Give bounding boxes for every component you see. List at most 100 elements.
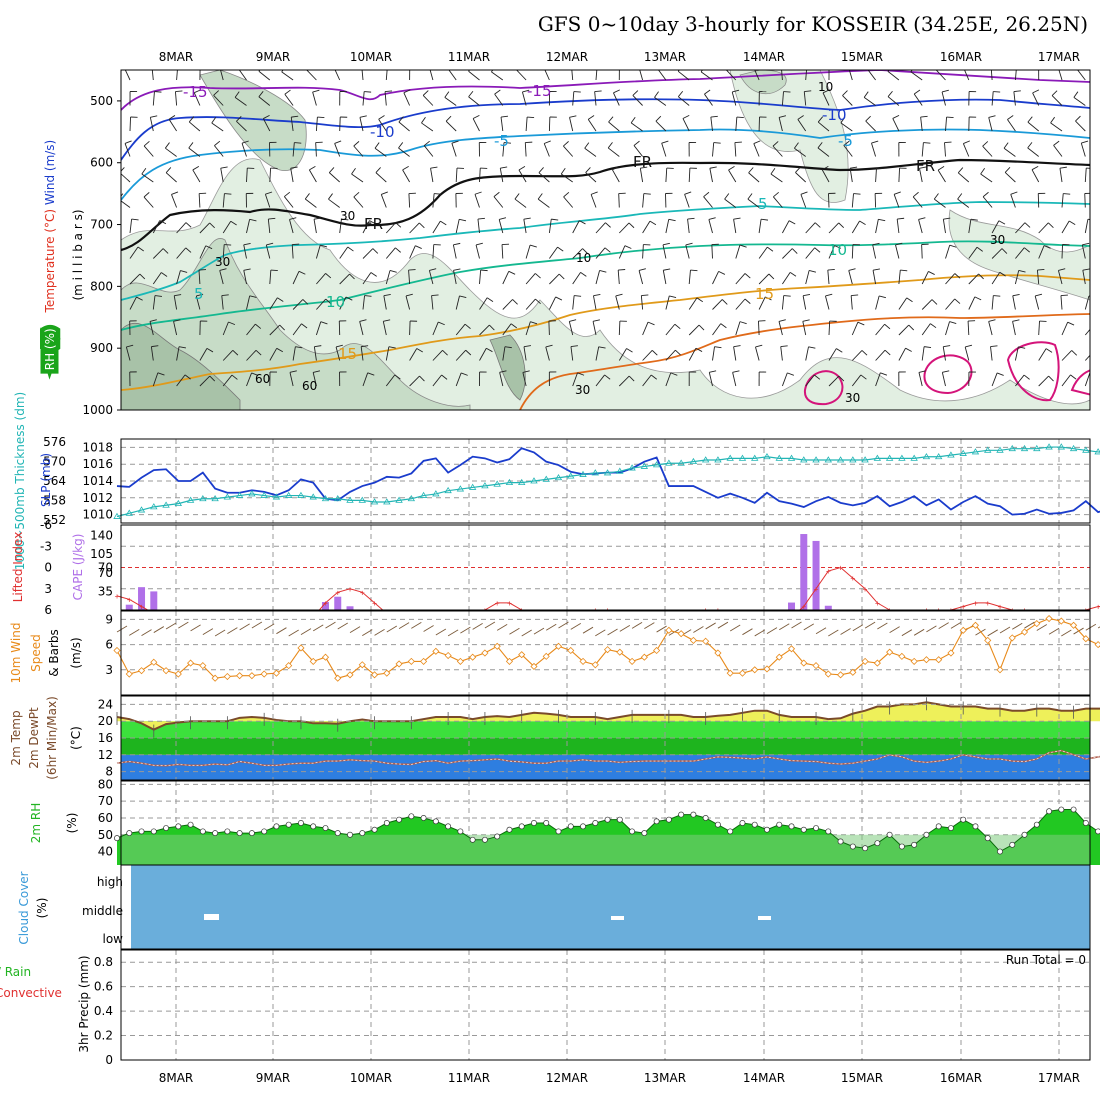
wind-tick: 3 (105, 663, 113, 677)
wind-barb (851, 321, 859, 336)
wind-barb (152, 295, 156, 310)
wind10-barb (877, 622, 888, 630)
rh-point (531, 820, 537, 826)
rh-point (273, 823, 280, 830)
wind-barb (491, 71, 504, 81)
li-point: + (801, 602, 806, 611)
wind-barb-flag (851, 294, 859, 296)
wind-barb-flag (279, 324, 285, 331)
thickness-point (701, 456, 710, 463)
wind10-barb (631, 621, 643, 629)
rh-point (849, 843, 856, 850)
li-tick: -3 (40, 539, 52, 553)
cape-bar (788, 602, 796, 610)
wind-barb (124, 70, 131, 81)
wind-speed-point (150, 658, 158, 666)
wind-barb (875, 219, 879, 234)
wind-barb-flag (1017, 66, 1024, 67)
wind-barb-flag (842, 90, 848, 96)
wind-barb (850, 295, 853, 310)
wind-barb (222, 244, 225, 259)
wind-barb-flag (281, 70, 284, 73)
temp-tick: 20 (98, 714, 113, 728)
wind-barb (1038, 320, 1040, 336)
wind-barb (383, 295, 387, 310)
wind-barb-flag (584, 142, 590, 149)
wind-barb-flag (572, 65, 579, 66)
wind10-barb (214, 629, 226, 637)
wind-barb-flag (378, 115, 385, 120)
wind-barb-flag (453, 242, 461, 246)
wind-barb-flag (544, 140, 551, 144)
wind-barb (548, 296, 557, 310)
wind-barb (898, 347, 906, 361)
rh-point (911, 841, 918, 848)
wind-barb-flag (569, 319, 577, 322)
wind10-barb (398, 622, 410, 630)
wind-barb (657, 70, 667, 81)
wind-barb-flag (976, 246, 983, 252)
wind-barb (246, 219, 251, 234)
wind-barb-flag (395, 222, 402, 228)
wind-barb-flag (255, 349, 262, 356)
wind-barb-flag (514, 193, 520, 200)
wind-barb-flag (231, 374, 238, 380)
wind-barb-flag (936, 70, 937, 71)
wind-barb-flag (1053, 140, 1060, 146)
wind-barb-flag (628, 375, 635, 382)
wind-barb (867, 70, 876, 81)
wind-barb (149, 117, 154, 132)
wind-barb (595, 374, 605, 387)
thickness-point (137, 506, 146, 513)
wind-barb (398, 121, 410, 132)
wind-barb-flag (551, 218, 559, 221)
temp-tick: 8 (105, 765, 113, 779)
thickness-point (162, 501, 170, 508)
wind-barb-flag (765, 296, 772, 301)
wind-barb-flag (628, 222, 635, 229)
wind-barb-flag (522, 370, 530, 373)
wind-barb-flag (232, 349, 239, 356)
thickness-point (689, 457, 698, 465)
rh-point (347, 831, 353, 838)
wind-barb-flag (174, 294, 182, 297)
wind-speed-point (297, 644, 305, 652)
rh-point (678, 811, 685, 818)
temp-contour-10 (121, 240, 1090, 331)
day-label-top: 8MAR (159, 50, 194, 64)
wind-barb (615, 295, 620, 310)
rh-point (764, 826, 770, 833)
wind-barb-flag (563, 141, 569, 147)
wind-speed-point (236, 672, 244, 680)
wind-barb-flag (328, 167, 335, 173)
wind-barb-flag (848, 65, 855, 67)
wind-barb-flag (612, 165, 619, 171)
wind10-barb (889, 626, 900, 634)
wind-barb (403, 92, 411, 106)
label-15-b: 15 (755, 285, 774, 303)
wind-barb (662, 244, 667, 259)
wind-barb (964, 70, 970, 81)
wind-barb-flag (755, 344, 763, 348)
wind-barb (684, 194, 690, 208)
wind-barb-flag (398, 116, 404, 123)
cloud-fill (131, 865, 1090, 949)
rh-point (984, 835, 991, 842)
wind-barb-flag (205, 245, 213, 250)
wind-barb-flag (605, 222, 611, 228)
wind-barb-flag (320, 244, 328, 248)
thickness-point (800, 456, 808, 463)
wind-barb-flag (1004, 167, 1011, 173)
wind-barb-flag (1032, 89, 1040, 94)
wind-barb-flag (980, 167, 986, 175)
wind-barb (935, 70, 946, 81)
wind-barb (195, 295, 201, 310)
wind-barb-flag (289, 217, 297, 220)
wind-barb (735, 273, 746, 285)
wind-barb-flag (359, 115, 367, 118)
wind-barb (945, 298, 956, 310)
thickness-point (616, 467, 624, 474)
wind-speed-point (702, 637, 710, 645)
label-rh30-d: 30 (990, 233, 1005, 247)
label-m10-a: -10 (370, 123, 395, 141)
